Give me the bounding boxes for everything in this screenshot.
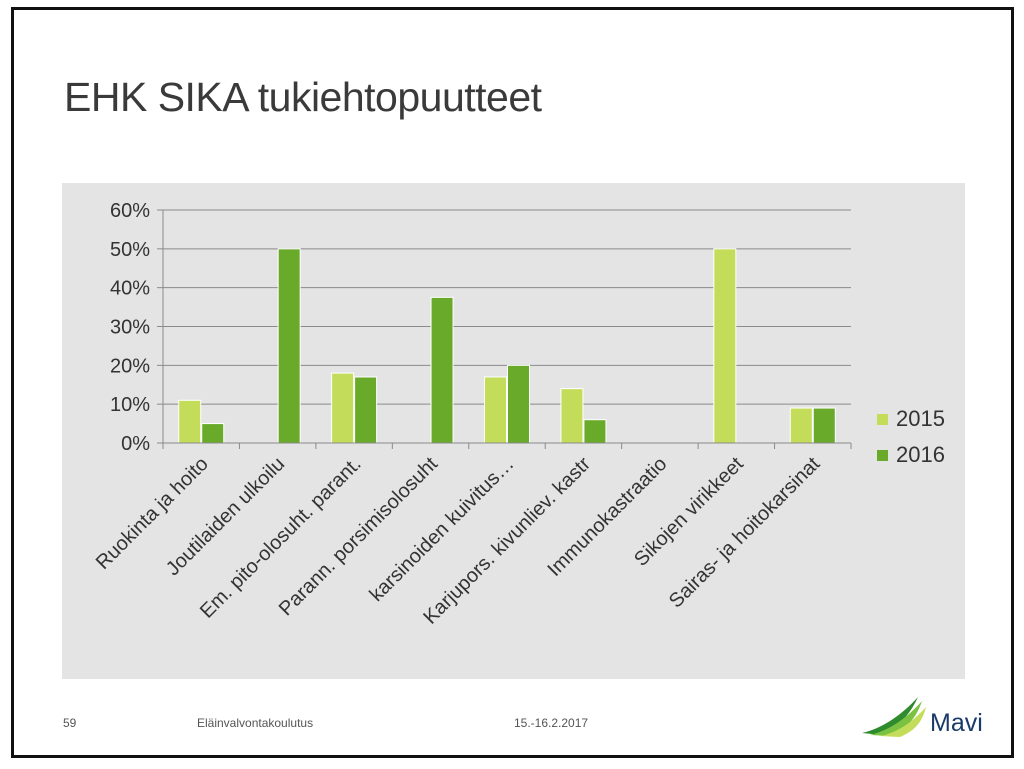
y-tick-label: 50% [110, 239, 150, 261]
bar-2016 [430, 296, 454, 444]
bar-2015 [560, 388, 584, 444]
y-tick-label: 60% [110, 200, 150, 222]
bar-2016 [583, 419, 607, 444]
bar-2015 [331, 372, 355, 444]
x-tick-label: karsinoiden kuivitus… [365, 453, 518, 606]
axes [162, 210, 852, 449]
y-tick-label: 20% [110, 355, 150, 377]
y-axis-ticks: 0% 10% 20% 30% 40% 50% 60% [110, 200, 163, 455]
bars [178, 248, 836, 444]
footer-date: 15.-16.2.2017 [514, 716, 589, 730]
y-tick-label: 0% [121, 433, 150, 455]
chart-panel: 0% 10% 20% 30% 40% 50% 60% Ruokinta ja hoito Jo… [62, 183, 965, 679]
legend-item-2015: 2015 [877, 401, 945, 437]
legend-swatch-2016 [877, 449, 888, 461]
chart-legend: 2015 2016 [877, 401, 945, 473]
footer-course: Eläinvalvontakoulutus [197, 716, 314, 730]
bar-2015 [484, 376, 507, 444]
bar-2015 [178, 399, 202, 444]
logo-swoosh-icon [870, 701, 922, 736]
bar-2016 [354, 376, 378, 444]
bar-2016 [507, 364, 530, 444]
x-tick-label: Em. pito-olosuht. parant. [196, 453, 366, 623]
y-tick-label: 40% [110, 278, 150, 300]
bar-2016 [812, 407, 836, 444]
bar-2016 [201, 423, 225, 444]
y-tick-label: 30% [110, 317, 150, 339]
logo-text: Mavi [930, 709, 983, 737]
legend-label-2015: 2015 [896, 406, 945, 431]
bar-2015 [789, 407, 813, 444]
logo-swoosh-icon [880, 707, 926, 737]
bar-chart: 0% 10% 20% 30% 40% 50% 60% Ruokinta ja hoitoJo… [92, 200, 852, 629]
y-tick-label: 10% [110, 394, 150, 416]
bar-2016 [277, 248, 301, 444]
x-tick-label: Sairas- ja hoitokarsinat [665, 453, 825, 613]
slide-title: EHK SIKA tukiehtopuutteet [64, 74, 542, 120]
bar-2015 [713, 248, 737, 444]
mavi-logo: Mavi [862, 697, 983, 737]
legend-swatch-2015 [877, 413, 888, 425]
slide: EHK SIKA tukiehtopuutteet 0% 10% 20% 30% 40%… [11, 7, 1014, 758]
page-number: 59 [63, 716, 77, 730]
legend-label-2016: 2016 [896, 442, 945, 467]
x-tick-label: Parann. porsimisolosuht [275, 453, 443, 621]
legend-item-2016: 2016 [877, 437, 945, 473]
